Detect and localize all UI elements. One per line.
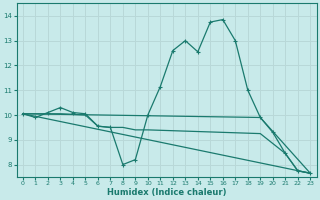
X-axis label: Humidex (Indice chaleur): Humidex (Indice chaleur) — [107, 188, 226, 197]
